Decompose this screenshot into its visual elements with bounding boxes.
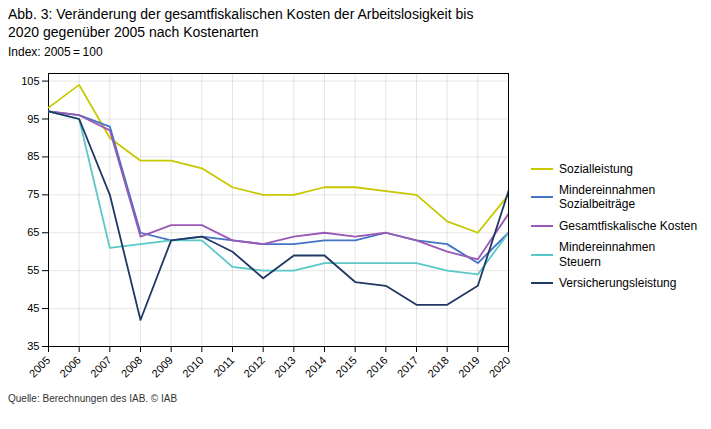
- svg-text:2011: 2011: [211, 354, 236, 379]
- svg-text:2005: 2005: [27, 354, 53, 380]
- svg-text:55: 55: [27, 264, 39, 276]
- svg-text:95: 95: [27, 113, 39, 125]
- html-text:Versicherungsleistung: Versicherungsleistung: [559, 276, 677, 290]
- svg-text:2007: 2007: [88, 354, 114, 380]
- svg-text:2014: 2014: [303, 354, 329, 380]
- svg-text:2019: 2019: [456, 354, 482, 380]
- svg-text:2009: 2009: [149, 354, 175, 380]
- html-text:Sozialleistung: Sozialleistung: [559, 161, 633, 176]
- html-text:Mindereinnahmen Sozialbeiträge: Mindereinnahmen Sozialbeiträge: [559, 183, 656, 212]
- svg-text:45: 45: [27, 302, 39, 314]
- svg-text:35: 35: [27, 340, 39, 352]
- svg-text:65: 65: [27, 226, 39, 238]
- svg-text:2012: 2012: [241, 354, 267, 380]
- svg-text:2020: 2020: [487, 354, 513, 380]
- svg-text:75: 75: [27, 188, 39, 200]
- html-text:Index: 2005 = 100: Index: 2005 = 100: [8, 45, 103, 59]
- svg-text:2015: 2015: [333, 354, 359, 380]
- html-text:Mindereinnahmen Steuern: Mindereinnahmen Steuern: [559, 240, 656, 269]
- html-text:Abb. 3: Veränderung der gesamt: Abb. 3: Veränderung der gesamtfiskalisch…: [8, 6, 474, 40]
- svg-text:85: 85: [27, 150, 39, 162]
- svg-text:2016: 2016: [364, 354, 390, 380]
- svg-text:2006: 2006: [57, 354, 83, 380]
- svg-text:2010: 2010: [180, 354, 206, 380]
- svg-text:105: 105: [21, 75, 39, 87]
- svg-text:2008: 2008: [119, 354, 145, 380]
- html-text:Quelle: Berechnungen des IAB.: Quelle: Berechnungen des IAB. © IAB: [8, 393, 178, 404]
- svg-text:2017: 2017: [395, 354, 421, 380]
- svg-text:2013: 2013: [272, 354, 298, 380]
- html-text:Gesamtfiskalische Kosten: Gesamtfiskalische Kosten: [559, 218, 698, 233]
- svg-text:2018: 2018: [425, 354, 451, 380]
